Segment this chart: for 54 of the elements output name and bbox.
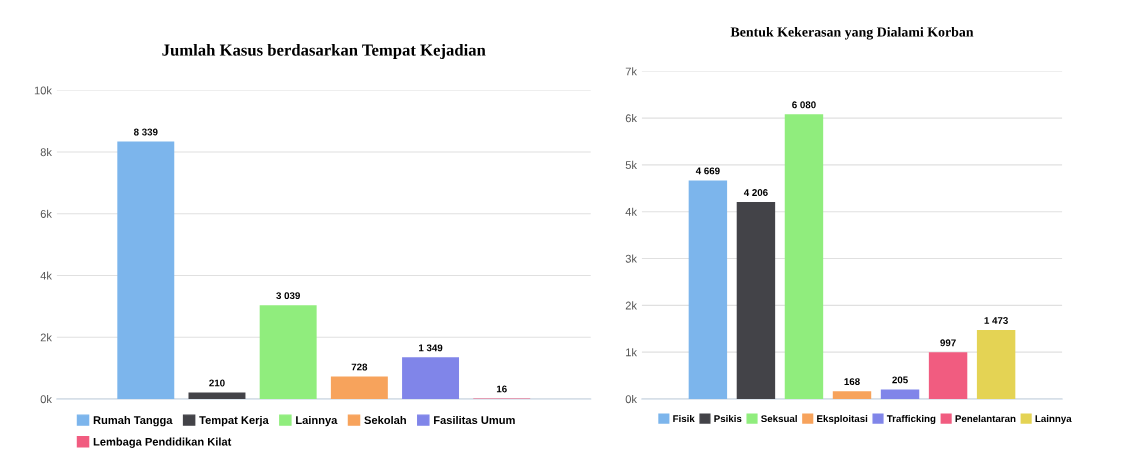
y-tick-label: 4k: [40, 271, 52, 280]
data-label: 210: [209, 379, 225, 387]
legend-label: Psikis: [714, 414, 742, 423]
bar: [880, 389, 920, 399]
data-label: 205: [892, 376, 908, 384]
y-tick-label: 2k: [625, 301, 637, 310]
y-tick-label: 1k: [626, 348, 637, 357]
bar: [188, 392, 246, 399]
data-label: 3 039: [276, 292, 300, 300]
data-label: 16: [496, 385, 507, 393]
data-label: 997: [940, 339, 956, 347]
legend-label: Penelantaran: [955, 414, 1016, 423]
legend-label: Fasilitas Umum: [434, 415, 515, 425]
y-tick-label: 3k: [625, 254, 637, 263]
y-tick-label: 0k: [40, 394, 52, 404]
y-tick-label: 8k: [40, 147, 52, 157]
data-label: 728: [351, 363, 368, 371]
y-tick-label: 0k: [625, 394, 637, 404]
y-tick-label: 10k: [34, 86, 52, 95]
data-label: 4 206: [743, 189, 768, 196]
data-label: 4 669: [695, 167, 720, 175]
legend-label: Lembaga Pendidikan Kilat: [93, 437, 232, 448]
y-tick-label: 7k: [625, 67, 637, 76]
legend-label: Trafficking: [886, 414, 936, 425]
bar: [688, 180, 728, 399]
bar: [330, 376, 388, 399]
data-label: 168: [844, 378, 860, 386]
legend-label: Sekolah: [364, 415, 406, 425]
chart-title: Jumlah Kasus berdasarkan Tempat Kejadian: [162, 43, 486, 60]
legend-label: Seksual: [761, 414, 797, 423]
y-tick-label: 6k: [40, 209, 52, 218]
y-tick-label: 4k: [625, 207, 637, 216]
bar: [832, 391, 872, 399]
y-tick-label: 2k: [40, 333, 52, 342]
data-label: 1 473: [984, 317, 1008, 324]
data-label: 8 339: [133, 128, 158, 136]
bar: [928, 352, 968, 399]
bar: [117, 141, 175, 399]
y-tick-label: 5k: [625, 160, 637, 170]
y-tick-label: 6k: [625, 114, 637, 123]
bar: [402, 357, 460, 399]
bar: [976, 330, 1016, 399]
legend-label: Lainnya: [1035, 414, 1072, 424]
legend-label: Fisik: [673, 414, 695, 423]
data-label: 6 080: [792, 101, 816, 109]
legend-label: Tempat Kerja: [199, 415, 269, 427]
legend-label: Rumah Tangga: [93, 415, 173, 427]
bar: [259, 305, 317, 399]
legend-label: Eksploitasi: [817, 414, 868, 424]
chart-title: Bentuk Kekerasan yang Dialami Korban: [730, 26, 974, 40]
bar: [736, 202, 776, 399]
legend-label: Lainnya: [296, 415, 338, 427]
bar: [784, 114, 824, 399]
data-label: 1 349: [418, 344, 443, 352]
